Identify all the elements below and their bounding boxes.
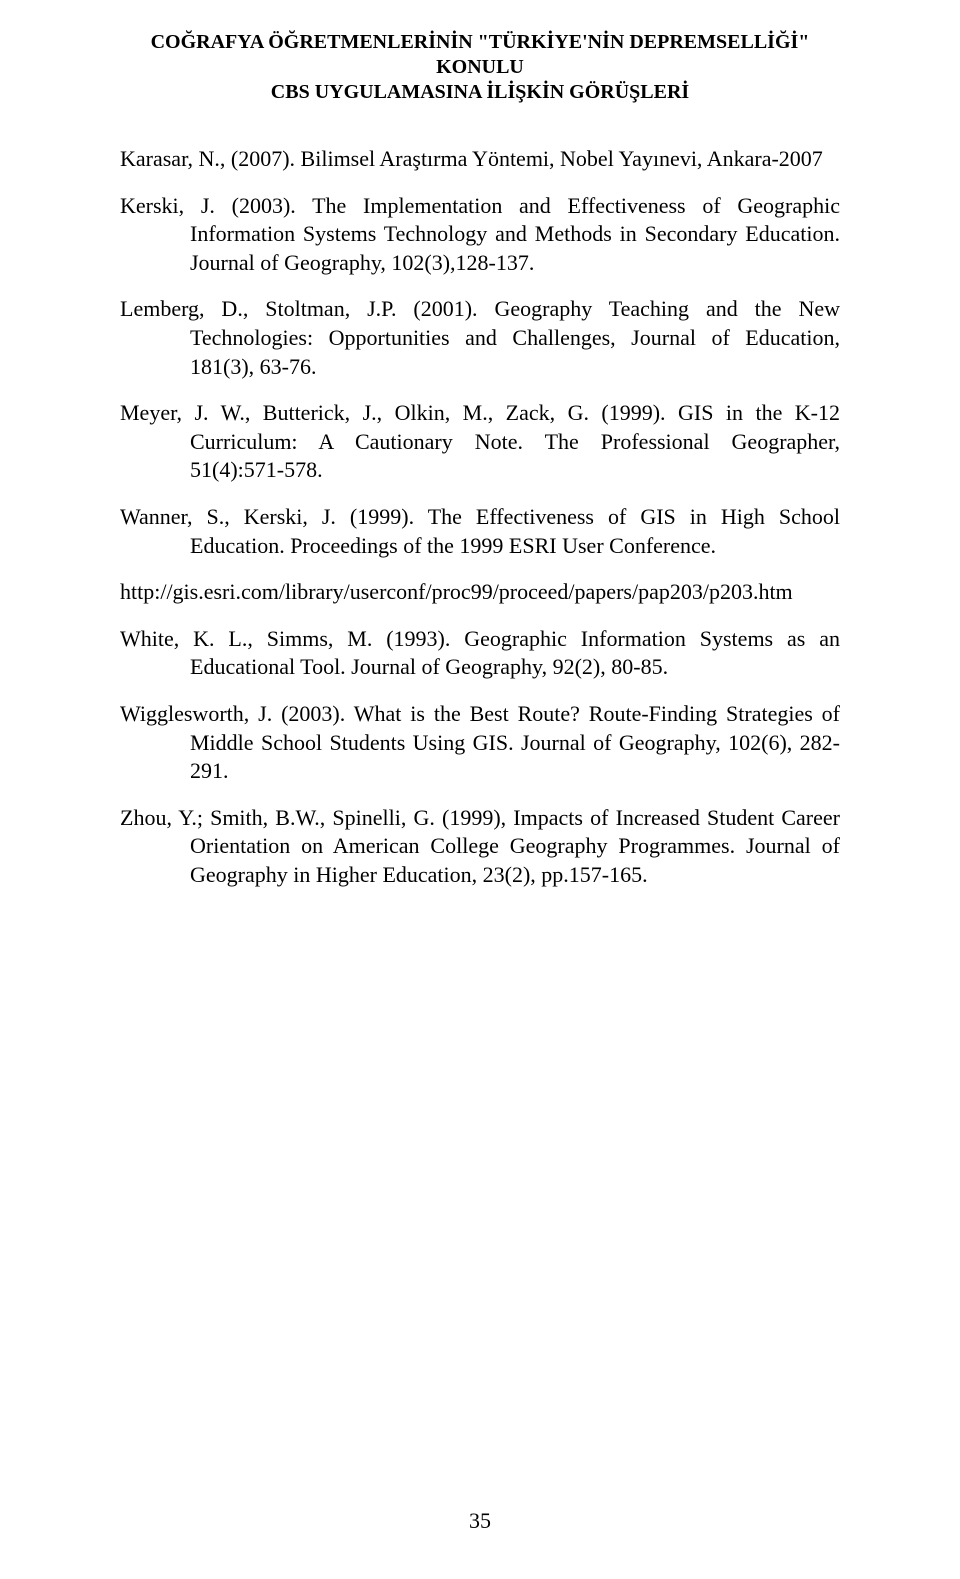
running-header: COĞRAFYA ÖĞRETMENLERİNİN "TÜRKİYE'NİN DE… — [120, 30, 840, 105]
reference-item: Karasar, N., (2007). Bilimsel Araştırma … — [120, 145, 840, 174]
reference-item: Meyer, J. W., Butterick, J., Olkin, M., … — [120, 399, 840, 485]
reference-item: Wanner, S., Kerski, J. (1999). The Effec… — [120, 503, 840, 560]
reference-item: White, K. L., Simms, M. (1993). Geograph… — [120, 625, 840, 682]
reference-item: Lemberg, D., Stoltman, J.P. (2001). Geog… — [120, 295, 840, 381]
page-number: 35 — [0, 1508, 960, 1534]
reference-item: Wigglesworth, J. (2003). What is the Bes… — [120, 700, 840, 786]
header-line-2: CBS UYGULAMASINA İLİŞKİN GÖRÜŞLERİ — [120, 80, 840, 105]
page-container: COĞRAFYA ÖĞRETMENLERİNİN "TÜRKİYE'NİN DE… — [0, 0, 960, 947]
reference-item: http://gis.esri.com/library/userconf/pro… — [120, 578, 840, 607]
header-line-1: COĞRAFYA ÖĞRETMENLERİNİN "TÜRKİYE'NİN DE… — [120, 30, 840, 80]
reference-item: Zhou, Y.; Smith, B.W., Spinelli, G. (199… — [120, 804, 840, 890]
reference-item: Kerski, J. (2003). The Implementation an… — [120, 192, 840, 278]
references-list: Karasar, N., (2007). Bilimsel Araştırma … — [120, 145, 840, 889]
